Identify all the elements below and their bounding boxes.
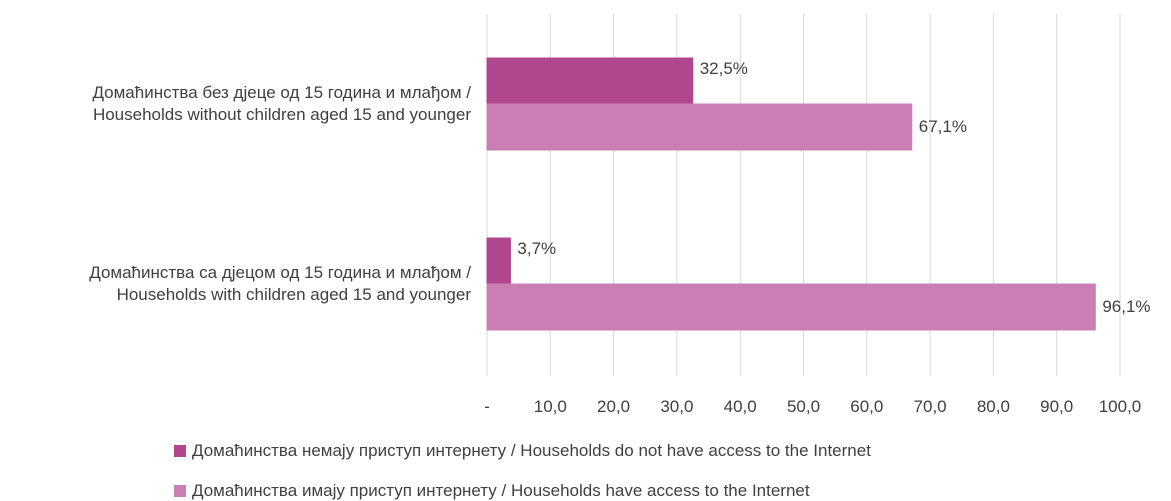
x-tick-label: 70,0: [914, 397, 947, 416]
x-tick-label: 60,0: [850, 397, 883, 416]
legend-swatch-access: [174, 485, 186, 497]
category-label-without-children: Домаћинства без дјеце од 15 година и мла…: [0, 82, 471, 126]
legend-item-no-access: Домаћинства немају приступ интернету / H…: [174, 441, 871, 461]
legend-swatch-no-access: [174, 445, 186, 457]
data-label: 32,5%: [700, 59, 748, 78]
x-tick-label: -: [484, 397, 490, 416]
data-label: 96,1%: [1102, 297, 1150, 316]
data-label: 67,1%: [919, 117, 967, 136]
data-label: 3,7%: [517, 239, 556, 258]
category-label-with-children: Домаћинства са дјецом од 15 година и мла…: [0, 262, 471, 306]
x-tick-label: 10,0: [534, 397, 567, 416]
x-tick-label: 80,0: [977, 397, 1010, 416]
bar: [486, 237, 511, 285]
x-tick-label: 20,0: [597, 397, 630, 416]
category-label-line: Домаћинства са дјецом од 15 година и мла…: [89, 263, 471, 282]
category-label-line: Households without children aged 15 and …: [92, 105, 471, 124]
category-label-line: Households with children aged 15 and you…: [116, 285, 471, 304]
legend-label-access: Домаћинства имају приступ интернету / Ho…: [192, 481, 810, 500]
x-tick-label: 40,0: [724, 397, 757, 416]
bar-chart: - 10,0 20,0 30,0 40,0 50,0 60,0 70,0 80,0 90,0 100…: [484, 14, 1151, 416]
legend-label-no-access: Домаћинства немају приступ интернету / H…: [192, 441, 871, 460]
category-label-line: Домаћинства без дјеце од 15 година и мла…: [92, 83, 471, 102]
x-tick-label: 50,0: [787, 397, 820, 416]
bar: [486, 103, 913, 151]
legend-item-access: Домаћинства имају приступ интернету / Ho…: [174, 481, 810, 501]
x-tick-label: 100,0: [1099, 397, 1142, 416]
x-tick-label: 30,0: [660, 397, 693, 416]
bar: [486, 283, 1096, 331]
bar: [486, 57, 694, 105]
x-tick-label: 90,0: [1040, 397, 1073, 416]
